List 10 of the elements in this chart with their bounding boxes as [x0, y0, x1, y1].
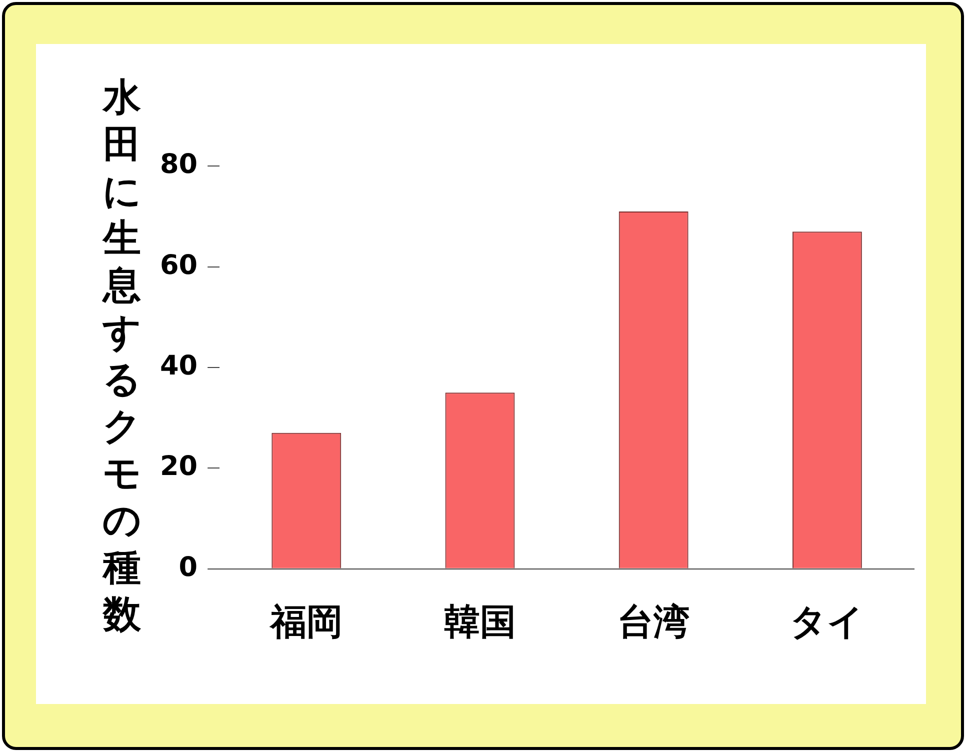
- y-tick-label: 0: [178, 552, 198, 583]
- y-tick-label: 40: [160, 350, 198, 382]
- x-tick-label: 福岡: [268, 602, 342, 643]
- y-tick-label: 60: [160, 250, 198, 281]
- x-tick-label: タイ: [790, 602, 864, 643]
- x-tick-label: 韓国: [444, 602, 516, 643]
- y-tick-label: 80: [160, 149, 198, 180]
- x-tick-label: 台湾: [618, 602, 690, 643]
- y-tick-label: 20: [160, 451, 198, 482]
- text: 水田に生息するクモの種数: [102, 75, 142, 636]
